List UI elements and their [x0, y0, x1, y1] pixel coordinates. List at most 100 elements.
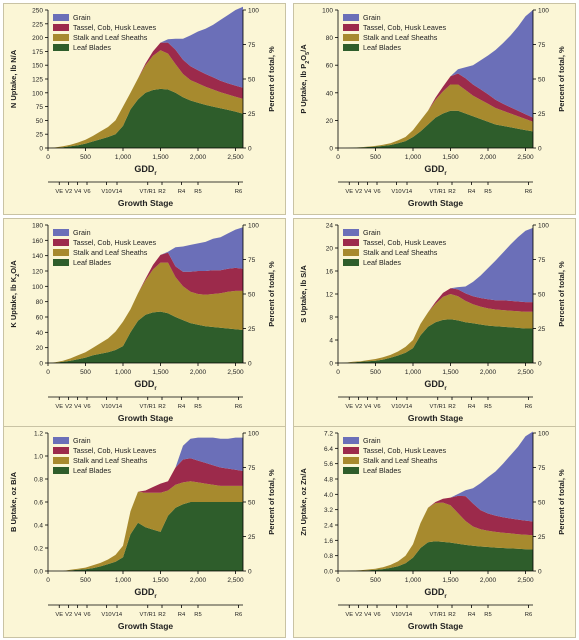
legend-swatch [343, 457, 359, 464]
y2-tick-label: 25 [248, 111, 256, 118]
stage-label: V14 [112, 612, 123, 618]
y2-axis-title: Percent of total, % [267, 469, 276, 535]
legend-label: Tassel, Cob, Husk Leaves [363, 23, 446, 32]
chart-panel-s: 0 4 8 12 16 20 24 0 25 50 75 100 0 500 1,000 1,500 2,000… [293, 218, 576, 430]
stage-label: V2 [65, 189, 72, 195]
chart-panel-zn: 0.0 0.8 1.6 2.4 3.2 4.0 4.8 5.6 6.4 7.2 0 25 50 75 100… [293, 426, 576, 638]
y-tick-label: 16 [326, 269, 334, 276]
area-grain [48, 227, 243, 363]
y-tick-label: 100 [32, 90, 43, 97]
x-tick-label: 1,500 [442, 577, 459, 584]
y-tick-label: 7.2 [324, 431, 333, 438]
y2-tick-label: 0 [248, 146, 252, 153]
stage-label: V4 [74, 612, 82, 618]
y2-tick-label: 50 [538, 77, 546, 84]
y-tick-label: 0 [329, 146, 333, 153]
chart-svg-zn: 0.0 0.8 1.6 2.4 3.2 4.0 4.8 5.6 6.4 7.2 0 25 50 75 100… [299, 431, 566, 632]
x-tick-label: 500 [80, 154, 91, 161]
legend-label: Leaf Blades [363, 43, 401, 52]
stage-label: V10 [391, 612, 401, 618]
y-axis-title-part: O [299, 55, 308, 61]
y-tick-label: 0.0 [324, 569, 333, 576]
stage-label: R5 [484, 404, 491, 410]
x-tick-label: 0 [46, 577, 50, 584]
x-tick-label: 1,500 [442, 154, 459, 161]
legend-label: Tassel, Cob, Husk Leaves [73, 23, 156, 32]
x-tick-label: 1,500 [442, 369, 459, 376]
y-tick-label: 180 [32, 223, 43, 230]
y-tick-label: 24 [326, 223, 334, 230]
stage-label: V4 [364, 612, 372, 618]
y2-tick-label: 100 [538, 431, 549, 438]
x-tick-label: 1,000 [405, 369, 422, 376]
y-tick-label: 75 [36, 104, 44, 111]
stage-label: R6 [235, 404, 242, 410]
y2-tick-label: 50 [538, 500, 546, 507]
area-leaf-blades [338, 541, 533, 571]
y2-tick-label: 100 [248, 431, 259, 438]
chart-svg-n: 0 25 50 75 100 125 150 175 200 225 250 0 25 50 75 100 0 5… [9, 6, 276, 208]
stage-axis-title: Growth Stage [118, 621, 174, 631]
area-grain [338, 431, 533, 571]
legend-label: Grain [73, 228, 91, 237]
legend-swatch [53, 34, 69, 41]
y-tick-label: 4.0 [324, 492, 333, 499]
legend-swatch [53, 447, 69, 454]
area-grain [338, 227, 533, 363]
legend-label: Stalk and Leaf Sheaths [73, 248, 148, 257]
stage-label: R4 [178, 612, 186, 618]
y-tick-label: 80 [36, 299, 44, 306]
legend-label: Grain [363, 228, 381, 237]
x-axis-title-main: GDD [134, 164, 155, 174]
y2-tick-label: 75 [538, 42, 546, 49]
x-tick-label: 2,500 [517, 577, 534, 584]
x-tick-label: 500 [370, 369, 381, 376]
x-axis-title: GDDr [424, 379, 447, 392]
area-tassel-cob-husk-leaves [48, 252, 243, 363]
area-leaf-blades [48, 88, 243, 148]
stage-label: V4 [74, 404, 82, 410]
area-stalk-and-leaf-sheaths [338, 502, 533, 571]
y-tick-label: 20 [36, 345, 44, 352]
area-stalk-and-leaf-sheaths [48, 262, 243, 363]
legend-label: Grain [363, 13, 381, 22]
y-tick-label: 1.2 [34, 431, 43, 438]
y-axis-title-part: Zn Uptake, oz Zn/A [299, 468, 308, 536]
stage-label: R5 [484, 612, 491, 618]
area-leaf-blades [48, 311, 243, 363]
stage-label: V10 [101, 404, 111, 410]
y2-tick-label: 25 [248, 326, 256, 333]
y-tick-label: 225 [32, 21, 43, 28]
x-axis-title: GDDr [134, 379, 157, 392]
y-tick-label: 1.6 [324, 538, 333, 545]
stage-label: R4 [468, 612, 476, 618]
y-axis-title-part: 5 [305, 52, 311, 55]
stage-axis-title: Growth Stage [408, 198, 464, 208]
legend-swatch [53, 437, 69, 444]
x-axis-title-sub: r [444, 171, 447, 177]
stage-label: R4 [468, 404, 476, 410]
x-axis-title: GDDr [424, 164, 447, 177]
y-axis-title-part: 2 [15, 274, 21, 277]
stage-label: V6 [373, 612, 380, 618]
stage-axis-title: Growth Stage [118, 413, 174, 423]
stage-label: V14 [402, 189, 413, 195]
x-axis-title-main: GDD [424, 587, 445, 597]
x-tick-label: 0 [336, 154, 340, 161]
y-axis-title-part: /A [299, 44, 308, 52]
y-tick-label: 40 [36, 330, 44, 337]
stage-label: V10 [391, 404, 401, 410]
x-tick-label: 2,500 [227, 369, 244, 376]
y-tick-label: 4.8 [324, 477, 333, 484]
x-tick-label: 2,000 [190, 369, 207, 376]
area-leaf-blades [338, 319, 533, 363]
y-tick-label: 100 [322, 8, 333, 15]
stage-label: V6 [83, 189, 90, 195]
y-axis-title-part: P Uptake, lb P [299, 64, 308, 114]
legend-label: Grain [73, 13, 91, 22]
stage-label: V6 [373, 404, 380, 410]
stage-label: V14 [402, 404, 413, 410]
x-axis-title-sub: r [444, 386, 447, 392]
chart-panel-n: 0 25 50 75 100 125 150 175 200 225 250 0 25 50 75 100 0 5… [3, 3, 286, 215]
legend-swatch [343, 24, 359, 31]
